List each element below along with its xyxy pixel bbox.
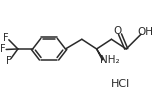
Text: F: F: [0, 44, 6, 54]
Text: NH₂: NH₂: [100, 55, 119, 65]
Text: F: F: [6, 56, 12, 66]
Text: HCl: HCl: [110, 79, 130, 89]
Text: O: O: [114, 26, 122, 36]
Text: OH: OH: [137, 27, 153, 37]
Polygon shape: [97, 49, 104, 60]
Text: F: F: [3, 33, 9, 43]
